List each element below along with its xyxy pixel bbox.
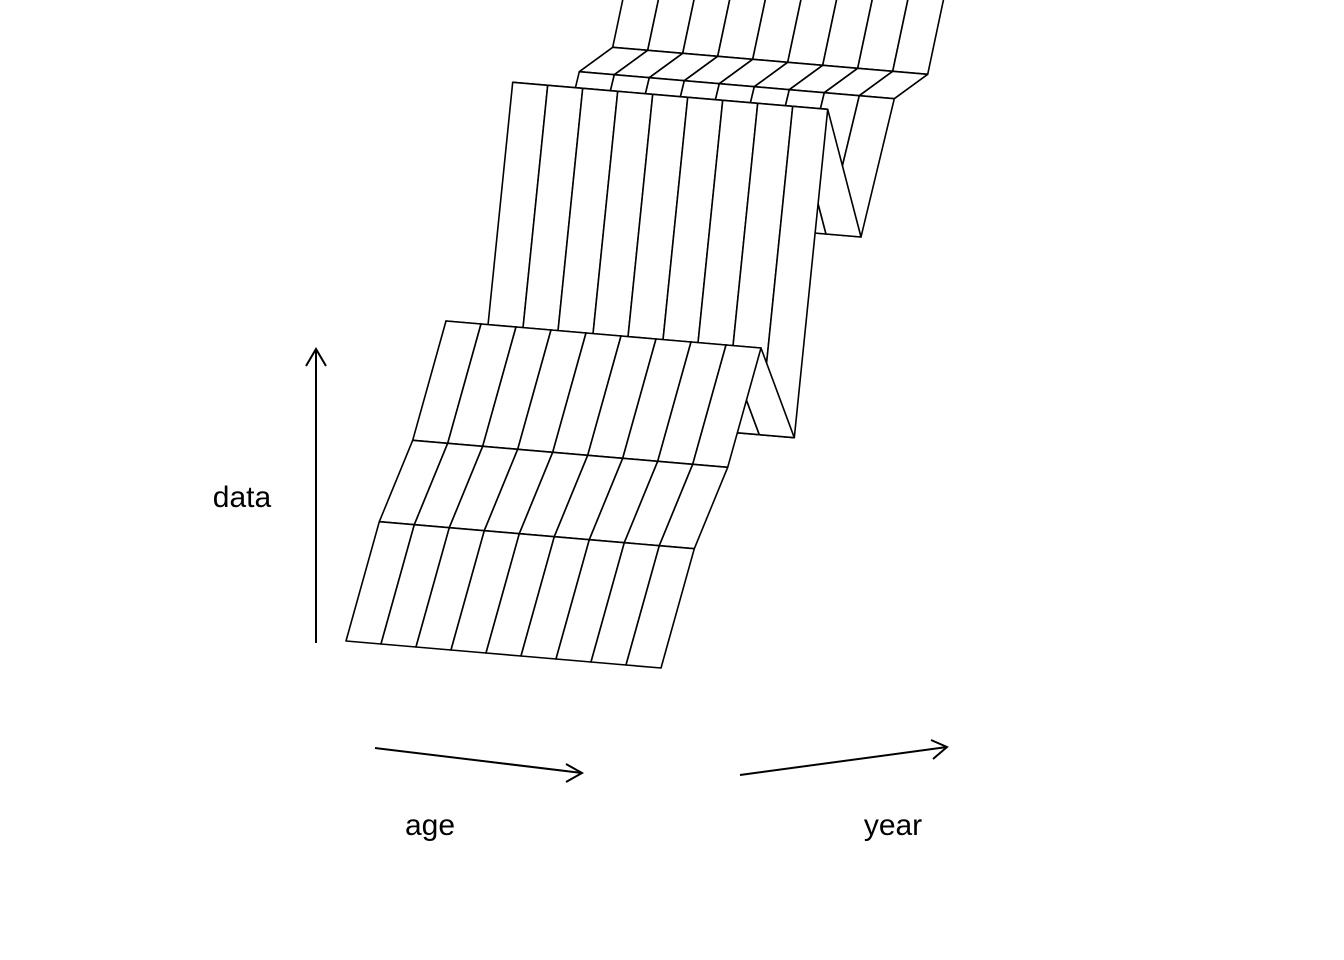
y-axis: year xyxy=(739,739,949,842)
z-axis-label: data xyxy=(213,481,272,514)
x-axis-label: age xyxy=(405,809,455,842)
y-axis-label: year xyxy=(864,809,922,842)
y-axis-arrow xyxy=(739,746,948,776)
y-axis-arrowhead xyxy=(930,739,949,760)
surface-mesh xyxy=(345,0,945,669)
z-axis-arrowhead xyxy=(305,347,327,367)
z-axis: data xyxy=(213,347,327,643)
surface-facet xyxy=(625,544,696,669)
x-axis-arrow xyxy=(374,747,583,774)
x-axis-arrowhead xyxy=(565,763,585,783)
x-axis: age xyxy=(374,747,585,842)
